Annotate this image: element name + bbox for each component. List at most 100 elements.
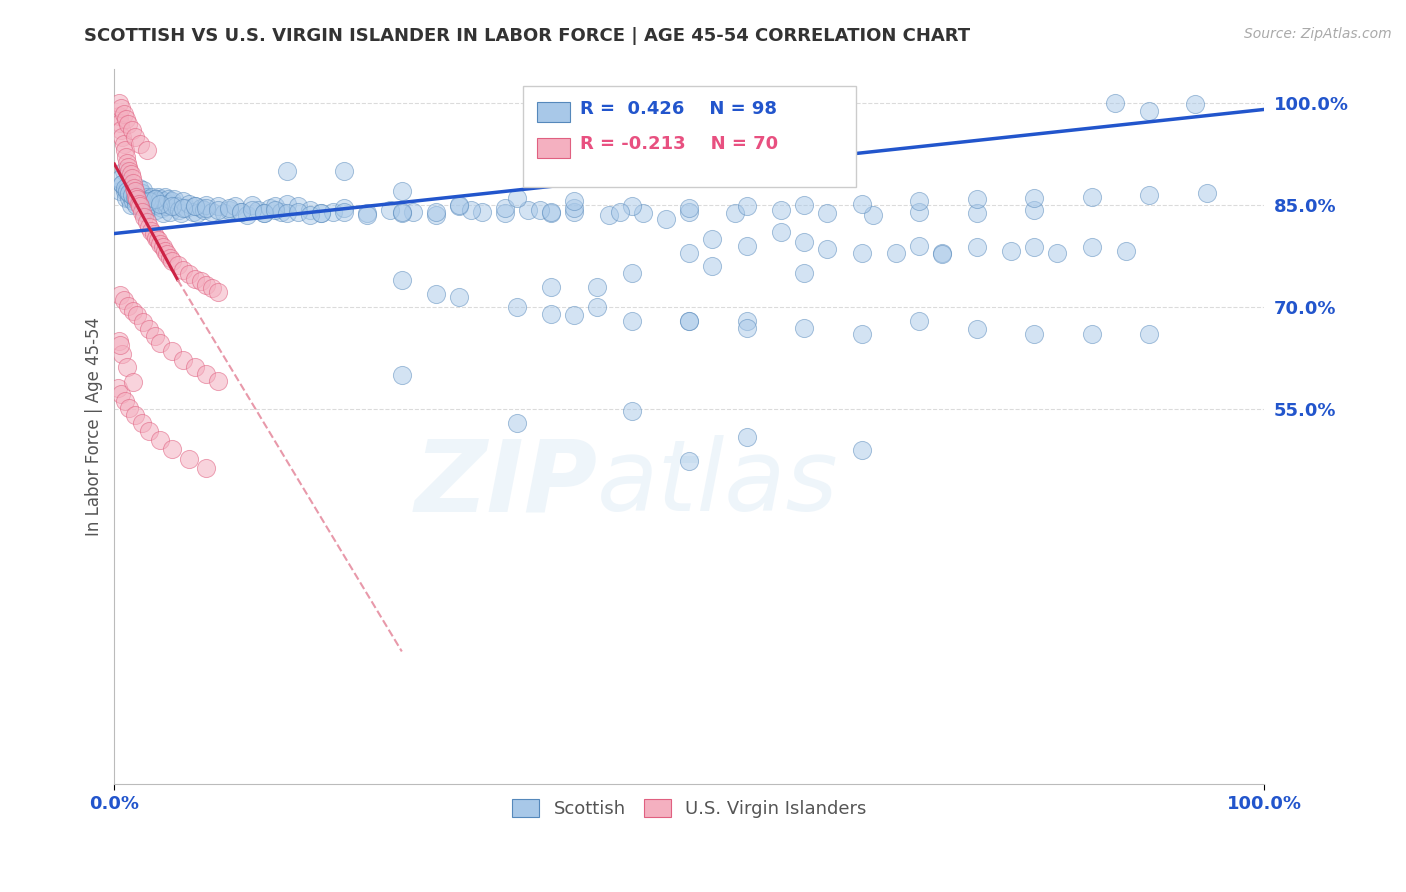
Point: [586, 279, 609, 293]
Point: [112, 293, 135, 308]
Point: [153, 194, 176, 209]
Point: [678, 204, 700, 219]
Point: [391, 368, 413, 383]
Point: [207, 199, 229, 213]
Point: [735, 320, 758, 334]
Point: [1024, 203, 1046, 218]
Point: [108, 334, 131, 349]
Point: [1195, 186, 1218, 200]
Point: [127, 191, 149, 205]
Point: [149, 193, 172, 207]
Point: [121, 375, 143, 389]
Point: [540, 204, 562, 219]
Point: [966, 322, 988, 336]
Point: [201, 204, 224, 219]
Point: [111, 129, 134, 144]
Point: [128, 199, 150, 213]
Point: [793, 320, 815, 334]
Point: [181, 204, 204, 219]
Point: [276, 196, 298, 211]
Point: [149, 335, 172, 350]
Point: [1000, 244, 1022, 259]
Point: [143, 328, 166, 343]
Point: [506, 300, 529, 314]
Point: [128, 193, 150, 207]
Point: [160, 442, 183, 456]
Point: [152, 240, 174, 254]
Point: [702, 259, 724, 273]
Point: [122, 181, 145, 195]
Point: [121, 303, 143, 318]
Point: [156, 196, 179, 211]
Point: [127, 193, 149, 207]
Point: [620, 266, 643, 280]
Point: [172, 353, 194, 368]
Point: [131, 416, 153, 430]
Point: [139, 196, 162, 211]
Point: [152, 206, 174, 220]
Point: [135, 190, 157, 204]
Point: [862, 208, 884, 222]
Point: [1046, 245, 1069, 260]
Point: [115, 181, 138, 195]
Point: [110, 101, 132, 115]
Point: [1137, 327, 1160, 342]
Point: [506, 191, 529, 205]
Point: [124, 190, 146, 204]
Point: [132, 315, 155, 329]
Point: [124, 129, 146, 144]
Point: [125, 198, 148, 212]
Point: [851, 327, 873, 342]
Point: [112, 106, 135, 120]
Point: [311, 206, 333, 220]
Point: [655, 211, 678, 226]
Point: [287, 204, 309, 219]
Point: [966, 206, 988, 220]
Point: [1024, 191, 1046, 205]
Point: [174, 202, 197, 216]
Point: [115, 360, 138, 375]
Point: [138, 424, 160, 438]
Point: [148, 194, 170, 209]
Point: [287, 199, 309, 213]
Point: [494, 206, 516, 220]
Point: [124, 408, 146, 422]
Point: [678, 314, 700, 328]
Point: [908, 314, 931, 328]
Point: [117, 299, 139, 313]
Point: [724, 206, 747, 220]
Point: [114, 144, 136, 158]
Text: Source: ZipAtlas.com: Source: ZipAtlas.com: [1244, 27, 1392, 41]
Point: [135, 215, 157, 229]
Point: [471, 204, 494, 219]
Point: [179, 451, 201, 466]
Point: [118, 191, 141, 205]
Point: [131, 186, 153, 200]
Point: [195, 202, 218, 216]
Point: [259, 202, 281, 216]
Point: [114, 184, 136, 198]
Point: [931, 247, 953, 261]
Point: [735, 239, 758, 253]
Point: [322, 204, 344, 219]
Point: [108, 172, 131, 186]
Point: [172, 194, 194, 209]
Point: [167, 203, 190, 218]
Point: [108, 116, 131, 130]
Point: [172, 262, 194, 277]
Point: [146, 198, 169, 212]
Point: [159, 204, 181, 219]
Point: [793, 198, 815, 212]
Point: [770, 203, 793, 218]
Point: [111, 178, 134, 192]
Text: ZIP: ZIP: [415, 435, 598, 533]
Point: [141, 190, 163, 204]
Point: [160, 194, 183, 209]
Point: [111, 346, 134, 360]
Point: [143, 193, 166, 207]
Point: [132, 183, 155, 197]
Point: [121, 123, 143, 137]
Point: [179, 196, 201, 211]
Point: [184, 271, 207, 285]
Point: [391, 273, 413, 287]
